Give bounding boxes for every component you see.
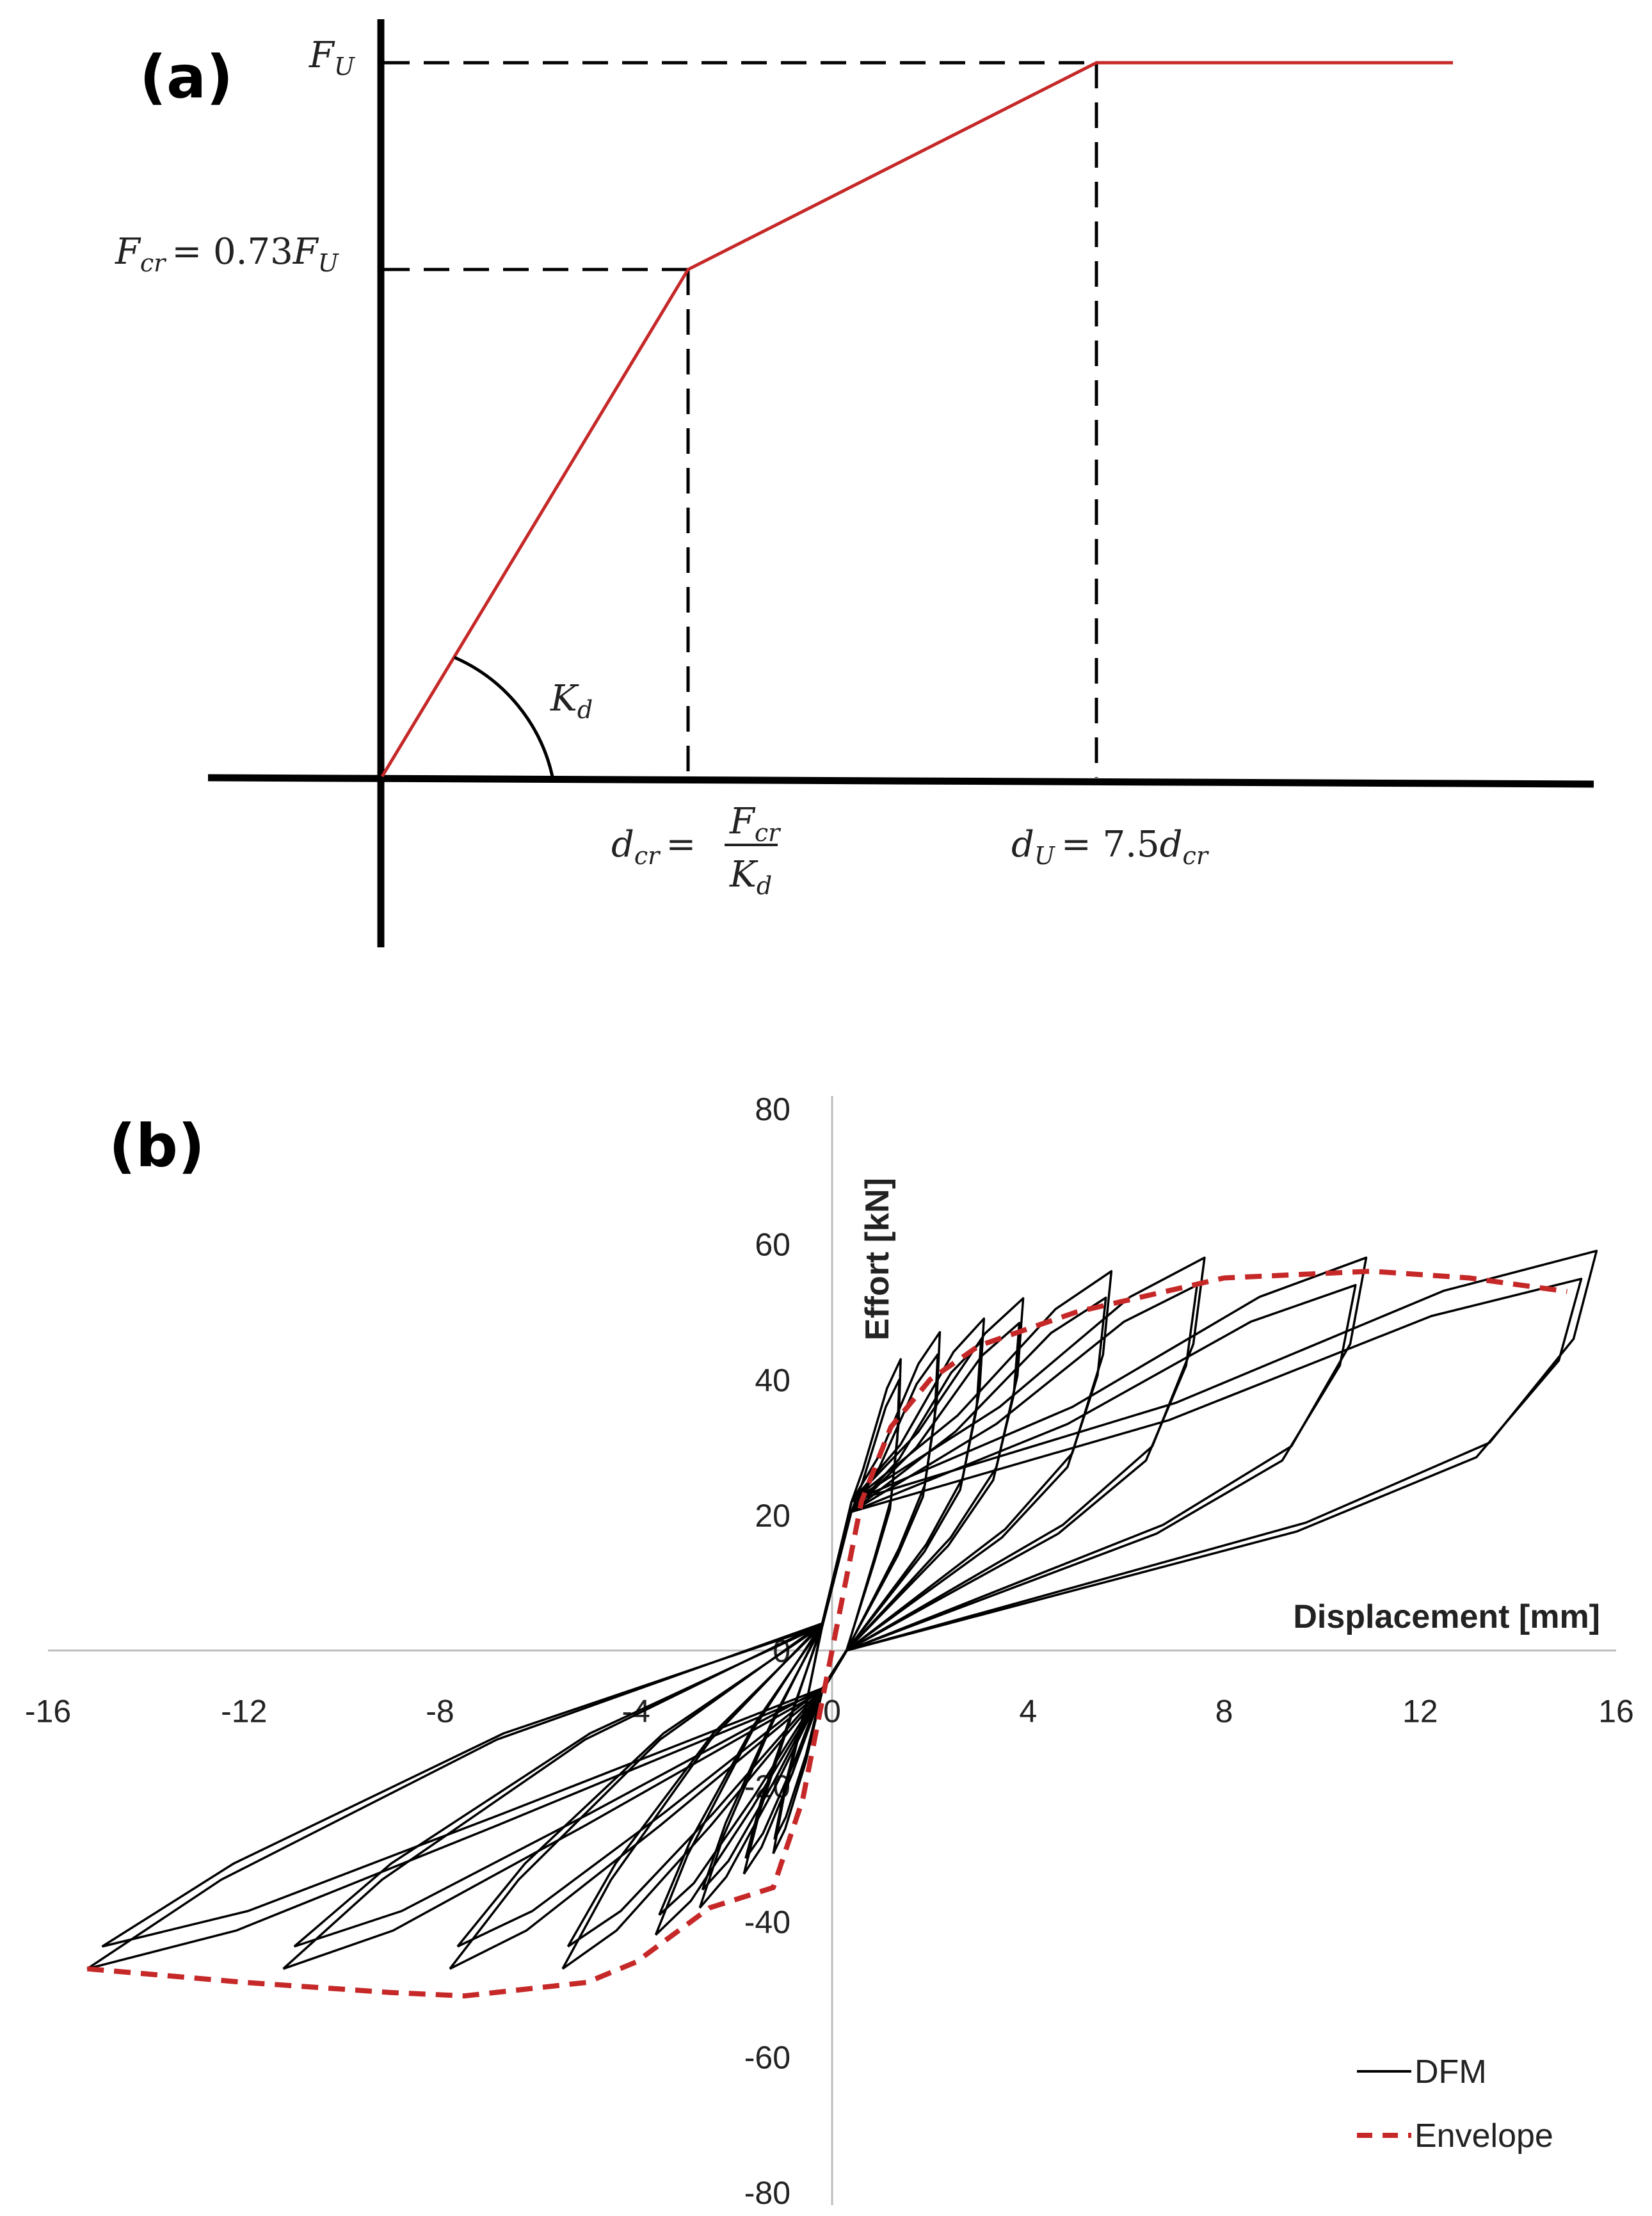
y-tick-label: 60 (755, 1227, 790, 1263)
x-tick-label: 8 (1215, 1694, 1233, 1730)
dfm-loop-repeat (744, 1353, 939, 1859)
y-tick-label: 40 (755, 1362, 790, 1398)
legend-dfm-label: DFM (1415, 2053, 1487, 2091)
svg-text:Fcr: Fcr (729, 801, 782, 847)
dfm-loop (449, 1257, 1206, 1970)
fcr-label: Fcr = 0.73FU (115, 231, 340, 277)
y-tick-label: -40 (744, 1904, 790, 1940)
dfm-loop-repeat (658, 1322, 1021, 1916)
y-tick-label: 20 (755, 1498, 790, 1534)
trilinear-curve (380, 61, 1453, 778)
y-tick-label: 80 (755, 1091, 790, 1127)
x-tick-label: 4 (1019, 1694, 1037, 1730)
y-tick-label: -80 (744, 2175, 790, 2211)
y-axis-title: Effort [kN] (859, 1178, 896, 1340)
dfm-loop-repeat (701, 1340, 982, 1891)
dcr-label: dcr = Fcr Kd (611, 801, 782, 900)
panel-a-x-axis (207, 774, 1594, 788)
du-label: dU = 7.5dcr (1011, 824, 1210, 870)
svg-text:dcr=: dcr = (611, 824, 696, 870)
kd-label: Kd (550, 678, 593, 724)
panel-a-diagram: (a) FU Fcr = 0.73FU Kd dcr = Fcr Kd dU = 7.… (0, 0, 1652, 960)
panel-a-label: (a) (140, 43, 233, 111)
kd-angle-arc (453, 655, 554, 777)
envelope-curve (86, 1269, 1568, 1999)
legend-envelope-label: Envelope (1415, 2117, 1553, 2155)
dfm-loop-repeat (456, 1283, 1198, 1948)
dfm-loop (561, 1270, 1113, 1970)
fu-label: FU (309, 35, 356, 81)
panel-b-label: (b) (109, 1112, 205, 1180)
dfm-loop-repeat (101, 1278, 1583, 1948)
x-tick-label: 0 (823, 1694, 841, 1730)
dfm-loop-repeat (566, 1296, 1107, 1948)
panel-b-chart: (b) -16 -12 -8 -4 0 4 8 12 16 80 60 40 20 -40 -60 -80 0-… (0, 960, 1652, 2216)
x-tick-label: 12 (1402, 1694, 1438, 1730)
svg-text:Kd: Kd (729, 854, 772, 900)
x-axis-title: Displacement [mm] (1293, 1598, 1600, 1635)
x-tick-label: -16 (25, 1694, 71, 1730)
y-tick-label: -60 (744, 2039, 790, 2075)
chart-series (86, 1249, 1598, 1999)
x-tick-label: 16 (1598, 1694, 1634, 1730)
legend: DFM Envelope (1357, 2053, 1553, 2155)
x-tick-label: -12 (221, 1694, 267, 1730)
x-tick-label: -8 (426, 1694, 454, 1730)
dfm-loop-repeat (293, 1283, 1357, 1948)
